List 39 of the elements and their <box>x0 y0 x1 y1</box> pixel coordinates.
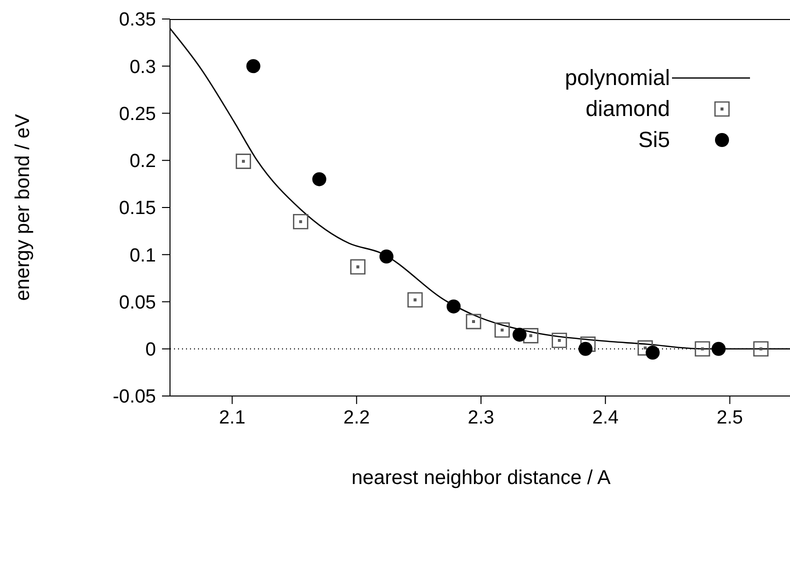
legend-label: Si5 <box>638 126 670 152</box>
x-tick-label: 2.2 <box>343 407 370 428</box>
point <box>494 322 510 338</box>
y-tick-label: 0.05 <box>119 292 156 314</box>
point <box>312 172 326 186</box>
point <box>350 259 366 275</box>
point <box>523 328 538 344</box>
x-tick-label: 2.5 <box>716 407 744 428</box>
y-tick-label: 0.35 <box>119 10 156 31</box>
point <box>236 154 252 169</box>
point <box>292 214 308 230</box>
y-tick-label: 0.15 <box>119 198 156 220</box>
point <box>407 292 423 308</box>
x-tick-label: 2.3 <box>468 407 494 428</box>
point <box>379 250 394 264</box>
point <box>580 336 596 352</box>
x-axis-title: nearest neighbor distance / A <box>351 467 612 489</box>
y-tick-label: 0.2 <box>130 151 156 172</box>
point <box>512 328 527 342</box>
point <box>638 340 653 356</box>
point <box>694 341 710 357</box>
y-axis-title: energy per bond / eV <box>12 113 34 301</box>
y-tick-label: 0.3 <box>130 56 156 78</box>
point <box>466 314 482 330</box>
point <box>552 332 568 348</box>
point <box>578 342 592 356</box>
y-tick-label: -0.05 <box>112 386 156 408</box>
point <box>446 299 461 314</box>
point <box>646 346 660 360</box>
point <box>712 342 726 356</box>
point <box>753 341 769 357</box>
x-tick-label: 2.4 <box>592 407 620 428</box>
legend-label: diamond <box>586 96 670 122</box>
point <box>246 59 260 74</box>
y-tick-label: 0.1 <box>130 245 156 266</box>
y-tick-label: 0.25 <box>119 104 156 125</box>
x-tick-label: 2.1 <box>218 407 246 428</box>
y-tick-label: 0 <box>145 340 156 361</box>
legend-label: polynomial <box>564 64 670 90</box>
